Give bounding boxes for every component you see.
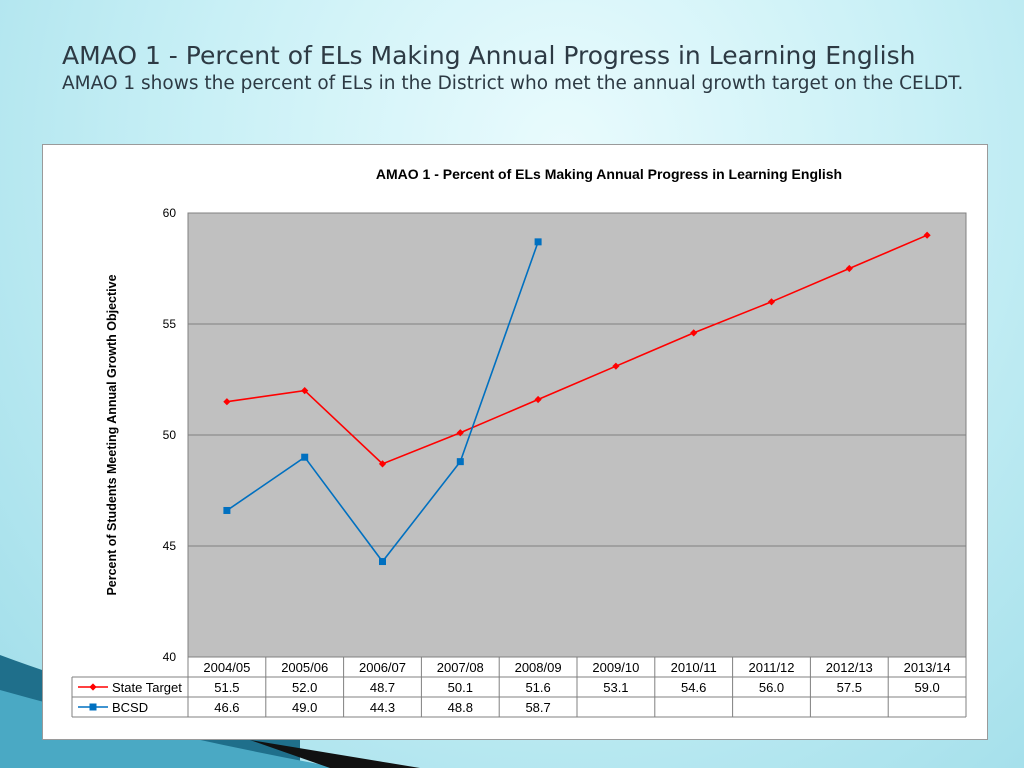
x-tick-label: 2012/13 [826,660,873,675]
chart-title: AMAO 1 - Percent of ELs Making Annual Pr… [376,166,842,182]
data-label: 56.0 [759,680,784,695]
y-tick-label: 50 [163,428,177,442]
x-tick-label: 2005/06 [281,660,328,675]
data-point-square [534,238,542,246]
data-label: 54.6 [681,680,706,695]
x-tick-label: 2010/11 [671,660,717,675]
x-tick-label: 2004/05 [203,660,250,675]
x-tick-label: 2008/09 [515,660,562,675]
series-line-state-target [226,234,928,465]
data-point-diamond [456,429,464,437]
data-point-square [301,453,309,461]
data-point-diamond [767,298,776,306]
slide-title-block: AMAO 1 - Percent of ELs Making Annual Pr… [62,40,1002,96]
legend-key-marker [89,703,97,711]
plot-area: 40 45 50 55 60 [163,206,967,664]
data-label: 57.5 [837,680,862,695]
data-label: 51.6 [525,680,550,695]
chart-panel: AMAO 1 - Percent of ELs Making Annual Pr… [42,144,988,740]
y-tick-label: 45 [163,539,177,553]
data-label: 48.8 [448,700,473,715]
slide-title: AMAO 1 - Percent of ELs Making Annual Pr… [62,41,916,70]
data-label: 59.0 [914,680,939,695]
data-point-diamond [534,395,542,404]
legend-key-marker [89,683,97,691]
y-tick-label: 55 [163,317,177,331]
x-tick-label: 2009/10 [592,660,639,675]
legend-label: State Target [112,680,182,695]
data-label: 48.7 [370,680,395,695]
data-point-square [456,458,464,466]
legend-label: BCSD [112,700,148,715]
data-label: 51.5 [214,680,239,695]
data-label: 44.3 [370,700,395,715]
data-table: 2004/05 2005/06 2006/07 2007/08 2008/09 2009/… [71,656,967,718]
x-tick-label: 2006/07 [359,660,406,675]
data-point-diamond [378,460,387,468]
x-tick-label: 2007/08 [437,660,484,675]
data-point-square [379,558,386,566]
y-tick-label: 40 [163,650,177,664]
y-axis-label: Percent of Students Meeting Annual Growt… [105,274,119,595]
data-label: 50.1 [448,680,473,695]
data-label: 58.7 [525,700,550,715]
slide-subtitle: AMAO 1 shows the percent of ELs in the D… [62,73,964,94]
data-label: 52.0 [292,680,317,695]
data-point-diamond [923,231,931,239]
data-label: 49.0 [292,700,317,715]
y-tick-label: 60 [163,206,177,220]
data-point-diamond [223,398,231,406]
data-label: 53.1 [603,680,628,695]
data-point-diamond [612,362,620,370]
x-tick-label: 2013/14 [904,660,951,675]
line-chart: AMAO 1 - Percent of ELs Making Annual Pr… [71,166,967,718]
data-point-diamond [845,264,853,273]
data-label: 46.6 [214,700,239,715]
x-tick-label: 2011/12 [748,660,794,675]
data-point-diamond [690,329,698,337]
data-point-square [223,506,231,514]
